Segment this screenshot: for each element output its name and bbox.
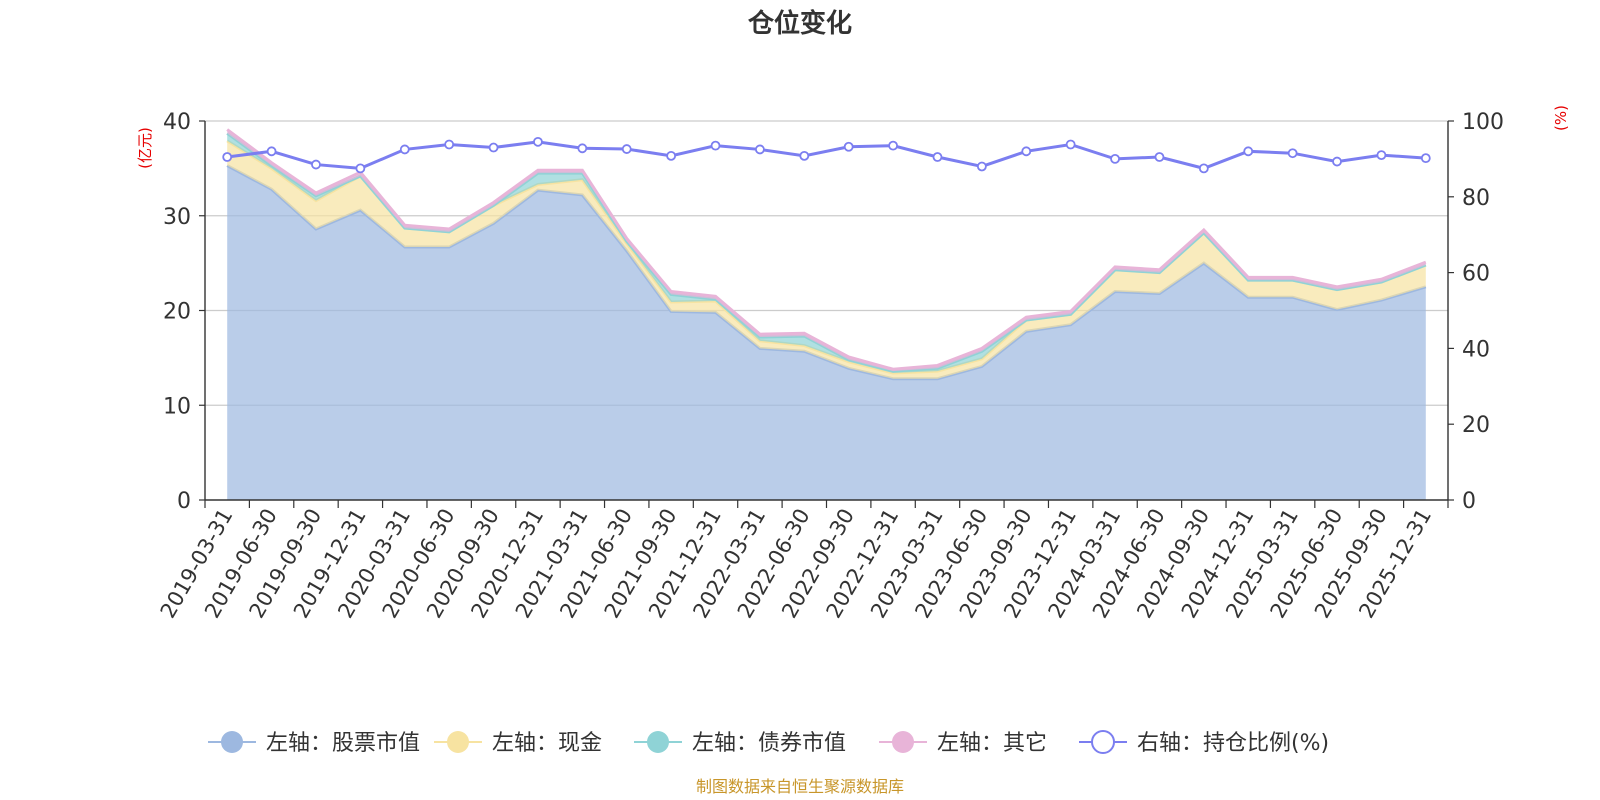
- area-左轴：现金: [227, 140, 1426, 379]
- right-tick-label: 40: [1462, 337, 1490, 362]
- legend-item: 左轴：债券市值: [634, 731, 846, 756]
- ratio-point: [355, 163, 366, 174]
- ratio-point: [1243, 146, 1254, 157]
- ratio-point: [755, 144, 765, 155]
- ratio-point: [1065, 139, 1076, 150]
- left-axis-unit: (亿元): [136, 127, 154, 169]
- right-tick-label: 20: [1462, 413, 1490, 438]
- ratio-point: [311, 159, 321, 170]
- legend-marker: [221, 731, 243, 753]
- left-tick-label: 0: [177, 489, 191, 514]
- legend-item: 左轴：股票市值: [208, 731, 420, 756]
- ratio-point: [488, 142, 499, 153]
- ratio-point: [399, 144, 410, 155]
- legend-item: 左轴：其它: [879, 731, 1047, 756]
- ratio-point: [1110, 153, 1120, 164]
- ratio-point: [1376, 150, 1387, 161]
- chart-title: 仓位变化: [747, 8, 852, 39]
- ratio-point: [666, 150, 677, 161]
- ratio-point: [976, 161, 987, 172]
- ratio-point: [799, 150, 810, 161]
- left-tick-label: 20: [163, 300, 191, 325]
- legend-label: 右轴：持仓比例(%): [1137, 731, 1329, 756]
- left-tick-label: 30: [163, 205, 191, 230]
- legend-label: 左轴：股票市值: [266, 731, 420, 756]
- ratio-point: [533, 136, 543, 147]
- stacked-areas: [226, 128, 1427, 500]
- legend-item: 左轴：现金: [434, 731, 602, 756]
- left-tick-label: 10: [163, 394, 191, 419]
- ratio-point: [1021, 146, 1032, 157]
- ratio-point: [1287, 148, 1298, 159]
- ratio-point: [710, 140, 721, 151]
- legend-label: 左轴：债券市值: [692, 731, 846, 756]
- legend-label: 左轴：现金: [492, 731, 602, 756]
- left-tick-label: 40: [163, 110, 191, 135]
- ratio-point: [577, 143, 588, 154]
- ratio-point: [444, 139, 455, 150]
- legend-label: 左轴：其它: [937, 731, 1047, 756]
- ratio-point: [843, 141, 854, 152]
- right-axis-unit: (%): [1552, 105, 1570, 131]
- legend: 左轴：股票市值 左轴：现金 左轴：债券市值 左轴：其它 右轴：持仓比例(%): [208, 730, 1329, 756]
- legend-marker: [1091, 730, 1115, 754]
- legend-marker: [647, 731, 669, 753]
- ratio-point: [888, 140, 898, 151]
- ratio-point: [1154, 152, 1165, 162]
- ratio-point: [266, 146, 277, 157]
- ratio-line: [222, 136, 1431, 174]
- right-tick-label: 80: [1462, 186, 1490, 211]
- legend-marker: [447, 731, 469, 753]
- ratio-point: [932, 152, 943, 162]
- source-note: 制图数据来自恒生聚源数据库: [696, 777, 904, 796]
- ratio-line-path: [227, 140, 1426, 170]
- ratio-point: [1332, 156, 1342, 167]
- area-edge-左轴：其它: [226, 128, 1427, 371]
- ratio-point: [222, 152, 233, 162]
- ratio-point: [1420, 153, 1431, 164]
- ratio-point: [1198, 163, 1209, 174]
- right-tick-label: 100: [1462, 110, 1504, 135]
- ratio-point: [621, 144, 632, 154]
- legend-marker: [892, 731, 914, 753]
- right-tick-label: 60: [1462, 262, 1490, 287]
- legend-item: 右轴：持仓比例(%): [1079, 730, 1329, 756]
- area-左轴：股票市值: [227, 165, 1426, 500]
- right-tick-label: 0: [1462, 489, 1476, 514]
